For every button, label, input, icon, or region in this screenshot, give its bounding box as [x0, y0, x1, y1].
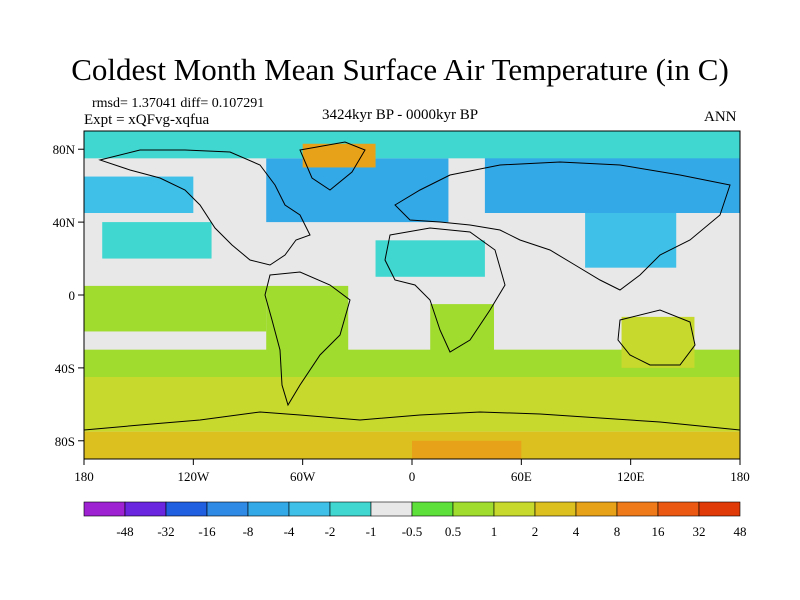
longitude-axis: 180 120W 60W 0 60E 120E 180	[74, 459, 750, 484]
y-tick-label: 40S	[55, 361, 75, 376]
region-north-pacific	[84, 176, 194, 213]
season-label: ANN	[704, 109, 737, 125]
x-tick-label: 0	[409, 469, 416, 484]
coastlines	[84, 141, 740, 431]
region-southern-africa	[430, 304, 494, 359]
colorbar-label: 48	[734, 524, 747, 539]
colorbar-label: -0.5	[402, 524, 423, 539]
colorbar-label: 0.5	[445, 524, 461, 539]
colorbar-label: -32	[157, 524, 174, 539]
x-tick-label: 60W	[290, 469, 316, 484]
colorbar-swatch	[534, 501, 577, 517]
colorbar-label: -16	[198, 524, 216, 539]
colorbar-label: -2	[325, 524, 336, 539]
colorbar-swatch	[329, 501, 372, 517]
colorbar-swatch	[411, 501, 454, 517]
x-tick-label: 180	[730, 469, 750, 484]
colorbar-swatch	[206, 501, 249, 517]
colorbar-label: -1	[366, 524, 377, 539]
region-southern-ocean-band	[84, 377, 740, 432]
region-tropical-pacific	[84, 285, 267, 332]
colorbar: -48 -32 -16 -8 -4 -2 -1 -0.5 0.5 1 2 4 8 16 32 48	[83, 501, 747, 539]
colorbar-swatch	[83, 501, 126, 517]
y-tick-label: 80S	[55, 434, 75, 449]
region-eastern-antarctica-warm	[412, 440, 522, 459]
colorbar-label: 2	[532, 524, 539, 539]
x-tick-label: 60E	[511, 469, 532, 484]
map-title: Coldest Month Mean Surface Air Temperatu…	[71, 52, 729, 87]
colorbar-label: 16	[652, 524, 666, 539]
region-east-asia	[585, 213, 677, 268]
region-mid-north-pacific	[102, 222, 212, 259]
y-tick-label: 0	[69, 288, 76, 303]
colorbar-swatch	[124, 501, 167, 517]
y-tick-label: 80N	[53, 142, 76, 157]
x-tick-label: 120E	[617, 469, 645, 484]
colorbar-label: 4	[573, 524, 580, 539]
colorbar-swatch	[575, 501, 618, 517]
colorbar-swatch	[657, 501, 700, 517]
region-greenland-warm	[302, 143, 376, 168]
temperature-field	[84, 131, 740, 459]
colorbar-swatch	[616, 501, 659, 517]
region-siberia	[484, 149, 740, 213]
region-south-america	[266, 285, 349, 359]
colorbar-swatch	[247, 501, 290, 517]
colorbar-swatch	[698, 501, 741, 517]
colorbar-swatch	[165, 501, 208, 517]
region-australia	[621, 316, 695, 368]
region-north-atlantic	[266, 158, 449, 223]
x-tick-label: 120W	[177, 469, 210, 484]
period-label: 3424kyr BP - 0000kyr BP	[322, 107, 479, 123]
colorbar-label: -48	[116, 524, 133, 539]
stats-line: rmsd= 1.37041 diff= 0.107291	[92, 96, 265, 111]
region-indian-ocean	[503, 285, 613, 332]
latitude-axis: 80N 40N 0 40S 80S	[53, 142, 84, 449]
experiment-line: Expt = xQFvg-xqfua	[84, 112, 210, 128]
colorbar-label: 8	[614, 524, 621, 539]
x-tick-label: 180	[74, 469, 94, 484]
region-north-africa	[375, 240, 485, 277]
colorbar-swatch	[370, 501, 413, 517]
colorbar-label: 1	[491, 524, 498, 539]
region-arctic-ocean	[84, 131, 740, 159]
colorbar-swatch	[452, 501, 495, 517]
colorbar-label: -4	[284, 524, 295, 539]
colorbar-label: -8	[243, 524, 254, 539]
colorbar-swatch	[288, 501, 331, 517]
colorbar-label: 32	[693, 524, 706, 539]
colorbar-swatch	[493, 501, 536, 517]
y-tick-label: 40N	[53, 215, 76, 230]
